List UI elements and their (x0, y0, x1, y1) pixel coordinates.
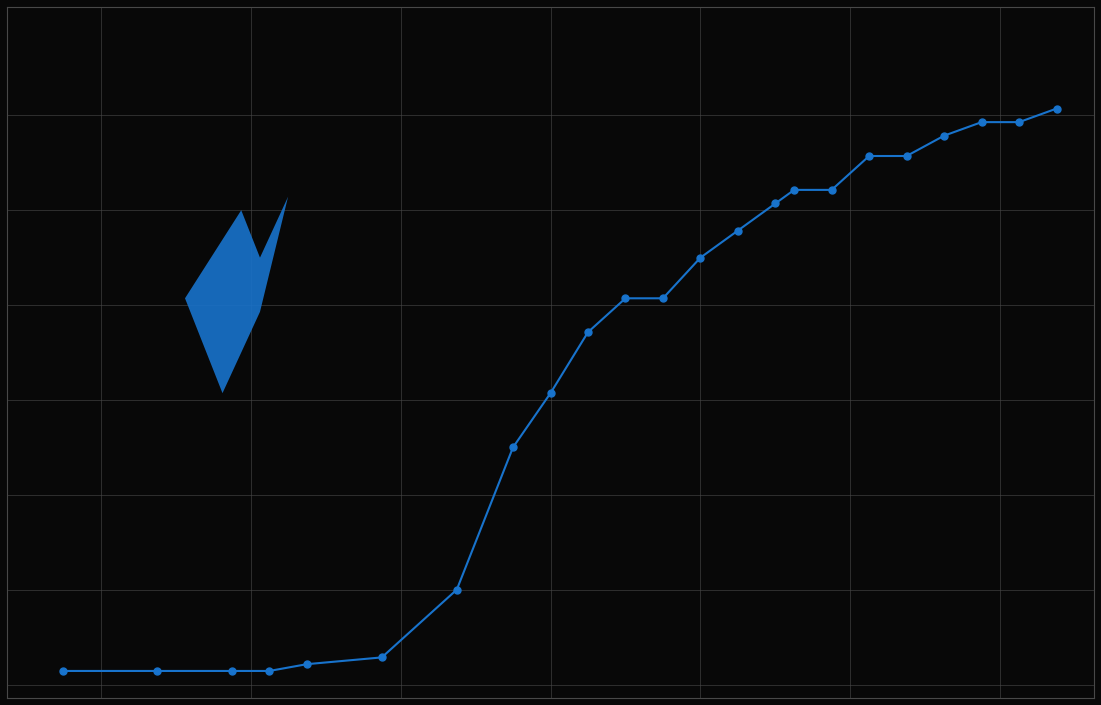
Polygon shape (185, 197, 288, 393)
